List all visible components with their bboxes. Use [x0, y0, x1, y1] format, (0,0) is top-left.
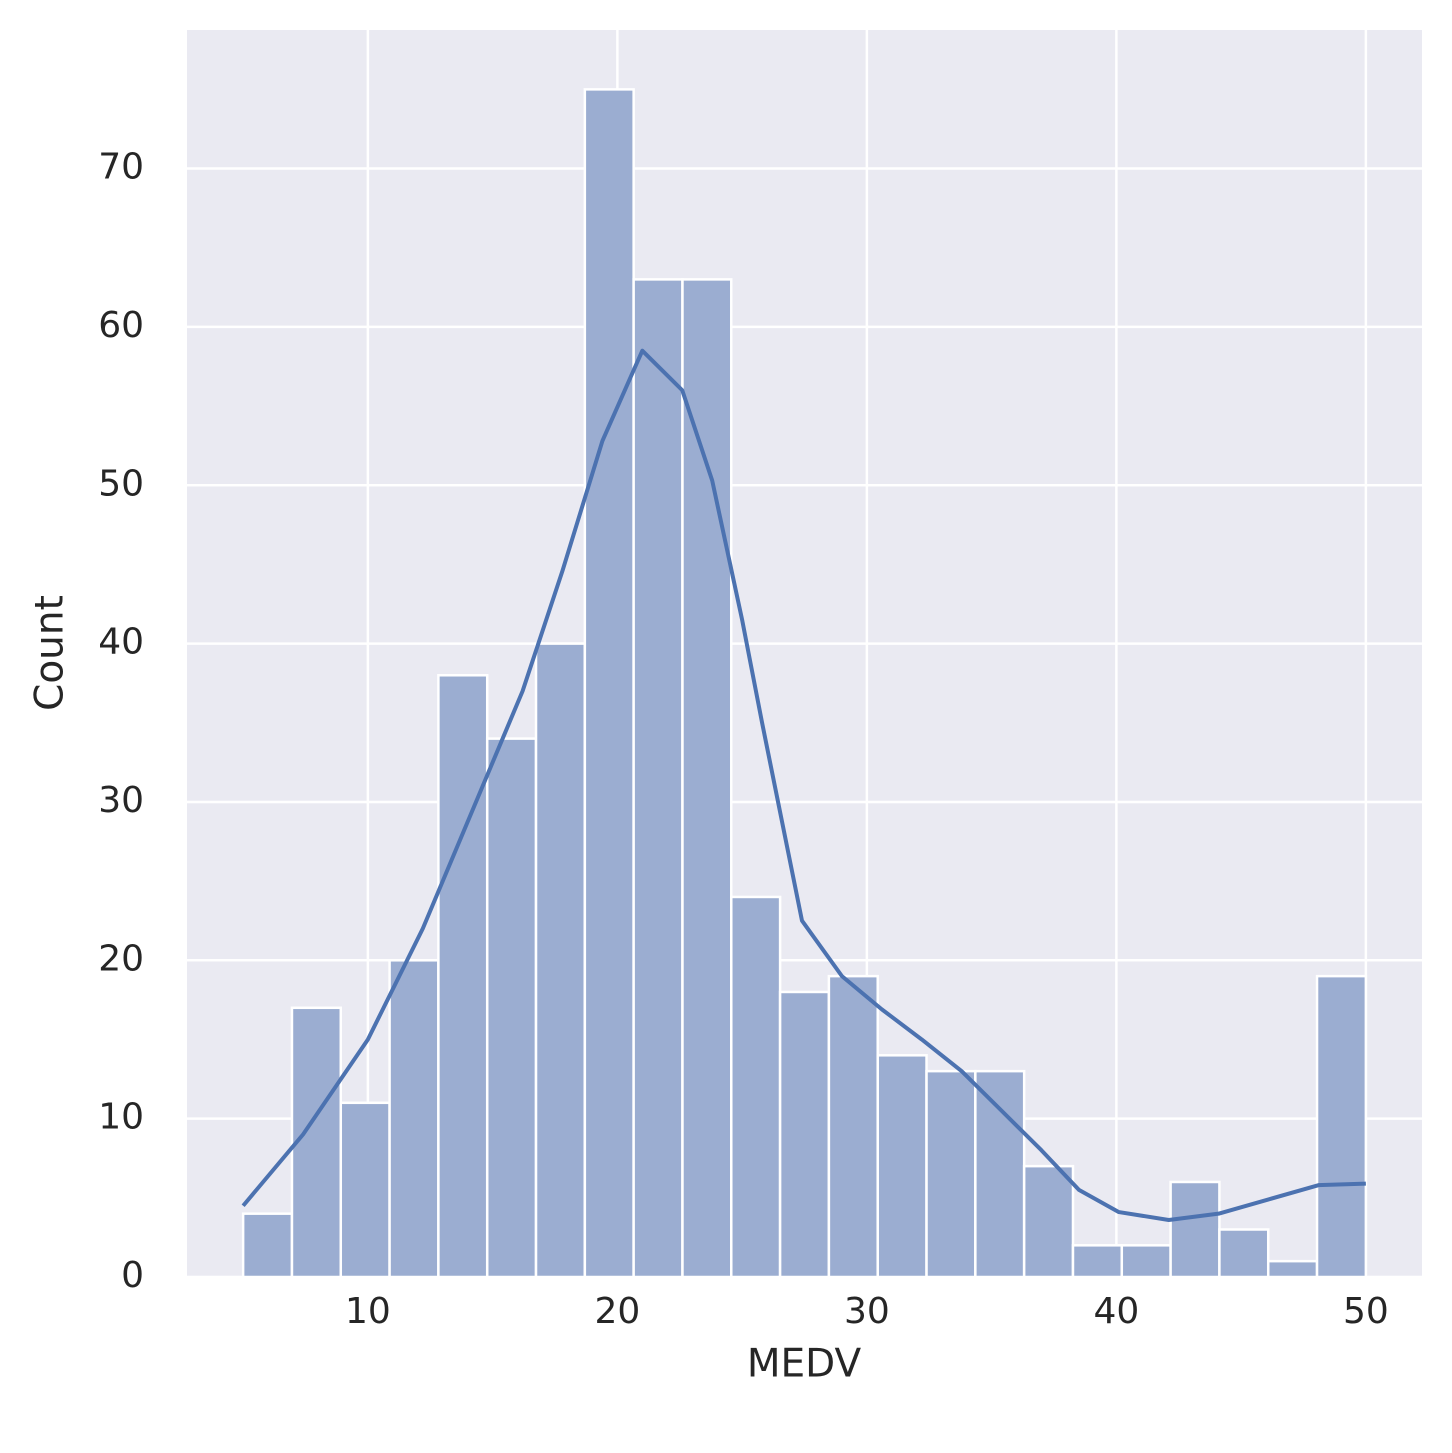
x-axis-label: MEDV — [747, 1342, 862, 1387]
bar — [632, 278, 684, 1279]
bar — [730, 895, 782, 1279]
y-tick-label: 70 — [98, 147, 144, 188]
bar — [1218, 1228, 1270, 1279]
bar — [925, 1069, 977, 1279]
bar — [974, 1069, 1026, 1279]
bar — [1120, 1244, 1172, 1279]
kde-line — [241, 348, 1366, 1222]
y-tick-label: 40 — [98, 622, 144, 663]
bar — [1315, 974, 1368, 1279]
y-tick-label: 60 — [98, 305, 144, 346]
x-tick-label: 10 — [345, 1291, 391, 1332]
bar — [485, 737, 538, 1279]
bar — [876, 1054, 928, 1279]
y-tick-label: 20 — [98, 938, 144, 979]
x-tick-label: 40 — [1093, 1291, 1139, 1332]
bar — [290, 1006, 343, 1279]
bar — [1071, 1244, 1124, 1279]
bar — [778, 990, 831, 1279]
bar — [339, 1101, 391, 1279]
bar — [681, 278, 733, 1279]
bar — [534, 642, 587, 1279]
bar — [1266, 1259, 1319, 1279]
bar — [1169, 1180, 1221, 1279]
y-axis-label: Count — [28, 595, 73, 711]
bar — [583, 88, 635, 1279]
bar — [388, 959, 440, 1279]
bar — [1022, 1164, 1075, 1279]
bar — [241, 1212, 294, 1279]
y-tick-label: 50 — [98, 463, 144, 504]
y-tick-label: 10 — [98, 1097, 144, 1138]
bar — [437, 674, 489, 1279]
y-tick-label: 0 — [121, 1255, 144, 1296]
y-tick-label: 30 — [98, 780, 144, 821]
x-tick-label: 20 — [594, 1291, 640, 1332]
x-tick-label: 30 — [844, 1291, 890, 1332]
bar — [827, 974, 879, 1279]
x-tick-label: 50 — [1343, 1291, 1389, 1332]
